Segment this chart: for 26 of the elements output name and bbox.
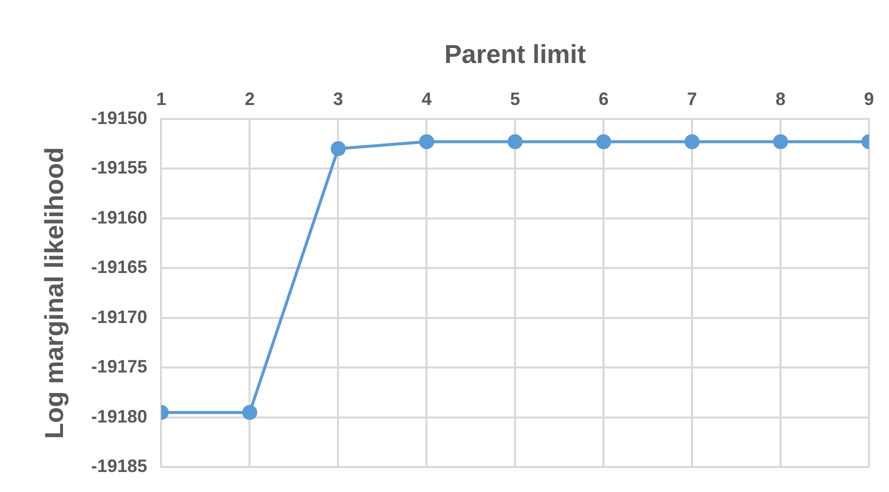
point: [684, 134, 700, 150]
y-tick-label: -19175: [91, 356, 148, 377]
point: [773, 134, 788, 150]
x-tick-label: 9: [864, 88, 874, 109]
x-tick-label: 1: [156, 88, 166, 109]
y-tick-label: -19165: [91, 257, 148, 278]
point: [419, 134, 434, 150]
x-tick-label: 8: [776, 88, 786, 109]
y-tick-label: -19170: [91, 306, 148, 327]
x-tick-label: 7: [687, 88, 698, 109]
x-tick-label: 5: [510, 88, 520, 109]
x-tick-label: 3: [333, 88, 344, 109]
y-tick-label: -19160: [91, 207, 148, 228]
x-tick-label: 4: [422, 88, 432, 109]
y-tick-label: -19155: [91, 158, 148, 178]
x-tick-label: 2: [244, 88, 255, 109]
point: [330, 141, 346, 156]
point: [508, 134, 523, 150]
x-axis-title: Parent limit: [444, 38, 586, 69]
point: [596, 134, 612, 150]
y-tick-label: -19185: [91, 456, 148, 476]
point: [242, 404, 258, 420]
y-tick-label: -19150: [91, 108, 148, 128]
y-tick-label: -19180: [91, 406, 148, 426]
y-axis-title: Log marginal likelihood: [38, 147, 69, 439]
x-tick-label: 6: [598, 88, 609, 109]
